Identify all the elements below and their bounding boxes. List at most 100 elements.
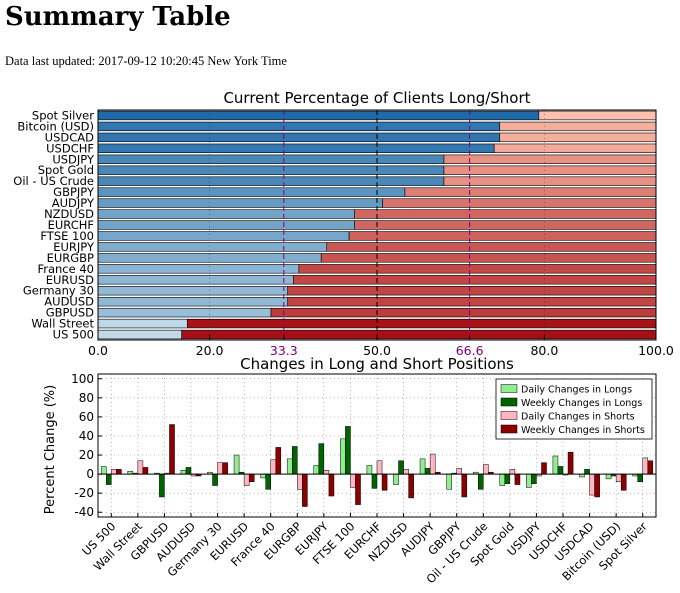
bar-daily-changes-in-shorts-ftse-100 bbox=[350, 473, 356, 488]
bar-daily-changes-in-longs-usdjpy bbox=[526, 473, 532, 488]
bar-weekly-changes-in-shorts-nzdusd bbox=[408, 473, 414, 499]
long-bar-spot-gold bbox=[97, 165, 445, 175]
bar-weekly-changes-in-shorts-usdjpy bbox=[541, 462, 547, 475]
legend-swatch-daily-changes-in-longs bbox=[500, 384, 518, 393]
legend-label-daily-changes-in-longs: Daily Changes in Longs bbox=[521, 385, 632, 396]
bar-weekly-changes-in-shorts-usdchf bbox=[567, 451, 574, 475]
category-label-us-500: US 500 bbox=[53, 328, 94, 342]
bar-weekly-changes-in-longs-us-500 bbox=[105, 473, 112, 485]
long-bar-gbpusd bbox=[97, 307, 272, 318]
category-label-wall-street: Wall Street bbox=[31, 317, 94, 331]
category-label-eurgbp: EURGBP bbox=[47, 251, 94, 265]
last-updated-value: 2017-09-12 10:20:45 New York Time bbox=[98, 54, 287, 68]
bar-daily-changes-in-longs-france-40 bbox=[260, 473, 266, 479]
short-bar-audusd bbox=[287, 296, 657, 307]
bar-daily-changes-in-shorts-bitcoin-usd bbox=[615, 473, 622, 482]
bar-weekly-changes-in-shorts-gbpjpy bbox=[461, 473, 468, 498]
bar-daily-changes-in-shorts-france-40 bbox=[270, 459, 277, 475]
bar-weekly-changes-in-shorts-eurchf bbox=[381, 473, 388, 491]
category-label-france-40: France 40 bbox=[37, 262, 94, 276]
bar-weekly-changes-in-shorts-germany-30 bbox=[222, 462, 228, 475]
bar-daily-changes-in-longs-spot-gold bbox=[499, 473, 506, 486]
short-bar-wall-street bbox=[186, 318, 657, 329]
short-bar-audjpy bbox=[382, 198, 657, 208]
category-label-usdcad: USDCAD bbox=[45, 130, 94, 144]
bar-weekly-changes-in-longs-eurgbp bbox=[291, 446, 298, 475]
legend-label-weekly-changes-in-shorts: Weekly Changes in Shorts bbox=[521, 425, 645, 436]
bar-daily-changes-in-shorts-gbpjpy bbox=[456, 468, 463, 475]
bar-weekly-changes-in-shorts-wall-street bbox=[142, 467, 149, 475]
long-bar-audusd bbox=[97, 296, 289, 307]
long-bar-france-40 bbox=[97, 264, 300, 274]
short-bar-usdchf bbox=[493, 143, 657, 154]
short-bar-us-500 bbox=[181, 329, 657, 340]
long-bar-audjpy bbox=[97, 198, 383, 208]
legend-swatch-weekly-changes-in-shorts bbox=[500, 424, 518, 434]
short-bar-spot-gold bbox=[443, 165, 657, 175]
chart2-ytick-label: -20 bbox=[74, 486, 94, 500]
short-bar-eurusd bbox=[292, 275, 657, 285]
category-label-ftse-100: FTSE 100 bbox=[40, 229, 94, 243]
chart1-xtick-label: 50.0 bbox=[363, 343, 391, 358]
bar-weekly-changes-in-longs-usdjpy bbox=[531, 473, 537, 484]
long-bar-usdchf bbox=[97, 143, 495, 154]
bar-weekly-changes-in-longs-eurjpy bbox=[318, 443, 325, 475]
chart2-ytick-label: 20 bbox=[79, 448, 94, 462]
category-label-bitcoin-usd: Bitcoin (USD) bbox=[17, 119, 94, 133]
bar-daily-changes-in-shorts-spot-gold bbox=[509, 469, 516, 475]
bar-daily-changes-in-longs-nzdusd bbox=[393, 473, 399, 485]
short-bar-gbpjpy bbox=[404, 187, 657, 197]
bar-daily-changes-in-shorts-spot-silver bbox=[642, 457, 649, 475]
chart2-title: Changes in Long and Short Positions bbox=[240, 355, 514, 373]
chart2-ytick-label: 100 bbox=[71, 372, 94, 386]
bar-daily-changes-in-shorts-wall-street bbox=[137, 460, 144, 475]
long-bar-us-500 bbox=[97, 329, 182, 340]
legend-box bbox=[495, 378, 653, 440]
short-bar-usdjpy bbox=[443, 154, 657, 164]
chart2-ytick-label: 80 bbox=[79, 391, 94, 405]
short-bar-eurchf bbox=[354, 220, 657, 230]
bar-weekly-changes-in-longs-spot-silver bbox=[637, 473, 643, 482]
long-bar-spot-silver bbox=[97, 110, 540, 121]
category-label-gbpjpy: GBPJPY bbox=[53, 185, 95, 199]
long-bar-nzdusd bbox=[97, 209, 355, 219]
bar-daily-changes-in-longs-audjpy bbox=[419, 458, 426, 475]
long-bar-eurchf bbox=[97, 220, 355, 230]
chart1-xtick-label: 0.0 bbox=[88, 343, 108, 358]
long-bar-eurusd bbox=[97, 275, 294, 285]
short-bar-germany-30 bbox=[287, 286, 657, 296]
bar-daily-changes-in-longs-usdchf bbox=[552, 455, 559, 475]
short-bar-bitcoin-usd bbox=[499, 121, 657, 132]
bar-daily-changes-in-longs-eurjpy bbox=[313, 465, 320, 475]
bar-daily-changes-in-shorts-eurjpy bbox=[323, 470, 330, 475]
category-label-nzdusd: NZDUSD bbox=[44, 207, 94, 221]
chart1-title: Current Percentage of Clients Long/Short bbox=[223, 89, 530, 107]
bar-weekly-changes-in-shorts-eurusd bbox=[248, 473, 255, 482]
category-label-usdjpy: USDJPY bbox=[52, 152, 95, 166]
bar-weekly-changes-in-longs-ftse-100 bbox=[345, 426, 351, 475]
category-label-gbpusd: GBPUSD bbox=[46, 306, 94, 320]
bar-weekly-changes-in-longs-usdcad bbox=[584, 469, 590, 475]
long-bar-germany-30 bbox=[97, 286, 289, 296]
bar-daily-changes-in-longs-gbpjpy bbox=[446, 473, 452, 490]
category-label-spot-gold: Spot Gold bbox=[38, 163, 94, 177]
position-changes-chart: Changes in Long and Short Positions -40 -2… bbox=[43, 355, 657, 586]
chart2-ytick-label: 60 bbox=[79, 410, 94, 424]
legend-swatch-daily-changes-in-shorts bbox=[500, 411, 518, 420]
bar-weekly-changes-in-shorts-spot-silver bbox=[647, 460, 654, 475]
chart1-xtick-label: 20.0 bbox=[196, 343, 224, 358]
bar-daily-changes-in-shorts-usdcad bbox=[589, 473, 595, 496]
bar-weekly-changes-in-shorts-ftse-100 bbox=[355, 473, 361, 505]
bar-daily-changes-in-shorts-germany-30 bbox=[217, 462, 223, 475]
category-label-eurusd: EURUSD bbox=[46, 273, 94, 287]
legend-label-daily-changes-in-shorts: Daily Changes in Shorts bbox=[521, 412, 635, 423]
long-short-percentage-chart: Current Percentage of Clients Long/Short… bbox=[13, 89, 674, 358]
bar-daily-changes-in-shorts-eurgbp bbox=[297, 473, 303, 490]
bar-weekly-changes-in-shorts-usdcad bbox=[594, 473, 600, 498]
bar-daily-changes-in-longs-bitcoin-usd bbox=[605, 473, 612, 480]
bar-weekly-changes-in-longs-spot-gold bbox=[504, 473, 511, 484]
category-label-eurjpy: EURJPY bbox=[53, 240, 95, 254]
category-label-usdchf: USDCHF bbox=[46, 141, 94, 155]
category-label-oil-us-crude: Oil - US Crude bbox=[13, 174, 94, 188]
bar-weekly-changes-in-shorts-gbpusd bbox=[169, 424, 175, 475]
